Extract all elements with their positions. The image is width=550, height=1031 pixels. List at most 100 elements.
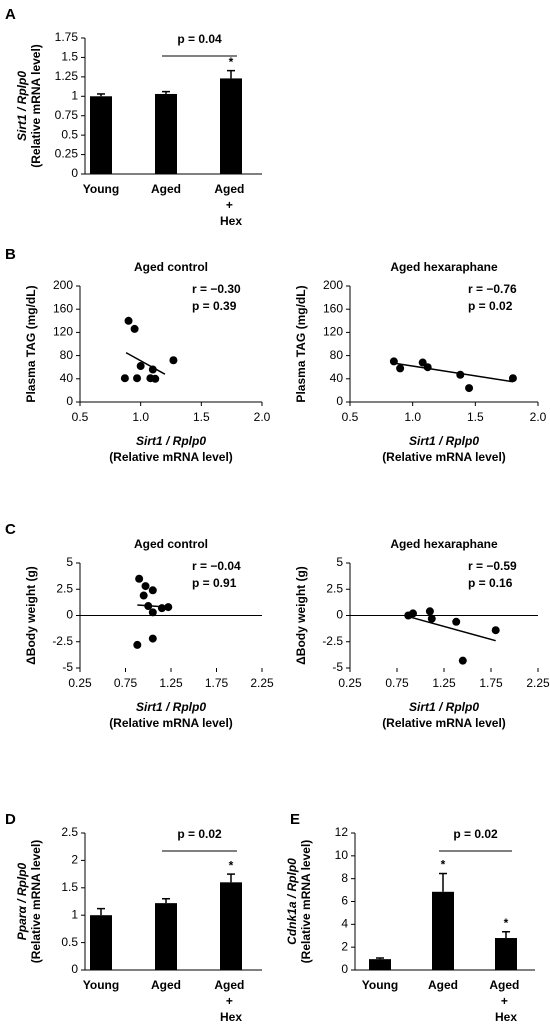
point	[491, 626, 500, 635]
chart-title: Aged control	[134, 537, 208, 551]
y-tick-label: 5	[336, 555, 343, 569]
chart-title: Aged hexaraphane	[390, 260, 498, 274]
panel-letter: D	[5, 811, 16, 828]
x-tick-label: 0.5	[72, 410, 89, 424]
stat-label: r = −0.04	[192, 559, 241, 573]
point	[133, 374, 142, 383]
bracket-label: p = 0.02	[177, 827, 222, 841]
stat-label: p = 0.91	[192, 576, 237, 590]
y-axis-label: Sirt1 / Rplp0	[15, 71, 29, 141]
y-tick-label: 2.5	[56, 581, 73, 595]
y-tick-label: 120	[323, 325, 343, 339]
y-axis-label: Plasma TAG (mg/dL)	[24, 285, 38, 402]
x-tick-label: 1.0	[132, 410, 149, 424]
x-tick-label: Aged	[151, 182, 181, 196]
trendline	[137, 604, 169, 608]
y-tick-label: -5	[62, 660, 73, 674]
x-axis-label: Sirt1 / Rplp0	[136, 434, 206, 448]
y-tick-label: 4	[341, 917, 348, 931]
x-tick-label: Aged + Hex	[214, 182, 247, 228]
x-axis-label: (Relative mRNA level)	[382, 450, 506, 464]
chart-title: Aged control	[134, 260, 208, 274]
point	[141, 582, 150, 591]
y-tick-label: 160	[323, 301, 343, 315]
y-tick-label: 200	[53, 278, 73, 292]
point	[427, 614, 436, 623]
point	[130, 324, 139, 333]
y-axis-label: (Relative mRNA level)	[29, 840, 43, 964]
y-tick-label: 1	[71, 88, 78, 102]
x-axis-label: Sirt1 / Rplp0	[409, 700, 479, 714]
trendline	[393, 362, 514, 383]
bar	[369, 959, 391, 970]
point	[124, 316, 133, 325]
point	[133, 640, 142, 649]
y-tick-label: 2.5	[326, 581, 343, 595]
y-tick-label: 0.5	[61, 127, 78, 141]
y-tick-label: -2.5	[322, 634, 343, 648]
y-tick-label: 160	[53, 301, 73, 315]
y-tick-label: 0	[66, 394, 73, 408]
y-tick-label: 0	[71, 166, 78, 180]
significance-star: *	[229, 55, 234, 69]
y-tick-label: -2.5	[52, 634, 73, 648]
y-axis-label: ΔBody weight (g)	[24, 566, 38, 665]
y-tick-label: 0	[66, 608, 73, 622]
x-tick-label: 0.5	[342, 410, 359, 424]
y-tick-label: 6	[341, 894, 348, 908]
point	[120, 374, 129, 383]
y-axis-label: ΔBody weight (g)	[294, 566, 308, 665]
x-tick-label: 2.0	[254, 410, 271, 424]
y-tick-label: 2.5	[61, 825, 78, 839]
trendline	[408, 615, 496, 642]
stat-label: p = 0.02	[468, 299, 513, 313]
y-tick-label: 80	[330, 348, 344, 362]
y-tick-label: 5	[66, 555, 73, 569]
x-tick-label: Aged + Hex	[489, 978, 522, 1024]
y-tick-label: 1.5	[61, 50, 78, 64]
x-tick-label: Aged	[151, 978, 181, 992]
chart-title: Aged hexaraphane	[390, 537, 498, 551]
y-tick-label: 0	[336, 394, 343, 408]
y-tick-label: 12	[335, 825, 349, 839]
x-tick-label: Young	[362, 978, 398, 992]
y-tick-label: 0.75	[55, 108, 79, 122]
point	[452, 617, 461, 626]
y-tick-label: 2	[341, 939, 348, 953]
x-tick-label: 2.0	[530, 410, 547, 424]
bracket-label: p = 0.04	[177, 32, 222, 46]
x-axis-label: (Relative mRNA level)	[382, 716, 506, 730]
point	[456, 370, 465, 379]
y-tick-label: 40	[60, 371, 74, 385]
y-axis-label: Plasma TAG (mg/dL)	[294, 285, 308, 402]
y-axis-label: (Relative mRNA level)	[299, 840, 313, 964]
x-tick-label: 0.75	[385, 676, 409, 690]
panel-letter: C	[5, 521, 16, 538]
x-tick-label: 2.25	[250, 676, 274, 690]
y-tick-label: 0.25	[55, 147, 79, 161]
point	[148, 608, 157, 617]
point	[423, 363, 432, 372]
x-tick-label: 1.75	[479, 676, 503, 690]
point	[458, 656, 467, 665]
bar	[220, 78, 242, 174]
y-tick-label: 40	[330, 371, 344, 385]
bar	[155, 903, 177, 970]
x-axis-label: (Relative mRNA level)	[109, 450, 233, 464]
significance-star: *	[441, 858, 446, 872]
y-tick-label: 0	[71, 962, 78, 976]
point	[169, 356, 178, 365]
stat-label: r = −0.30	[192, 282, 241, 296]
x-tick-label: 1.25	[159, 676, 183, 690]
y-axis-label: Cdnk1a / Rplp0	[285, 858, 299, 945]
bar	[155, 93, 177, 174]
y-tick-label: 200	[323, 278, 343, 292]
x-axis-label: (Relative mRNA level)	[109, 716, 233, 730]
panel-letter: E	[290, 811, 300, 828]
x-tick-label: Aged + Hex	[214, 978, 247, 1024]
y-tick-label: 0	[336, 608, 343, 622]
bar	[220, 882, 242, 970]
x-tick-label: 0.25	[338, 676, 362, 690]
point	[508, 374, 517, 383]
